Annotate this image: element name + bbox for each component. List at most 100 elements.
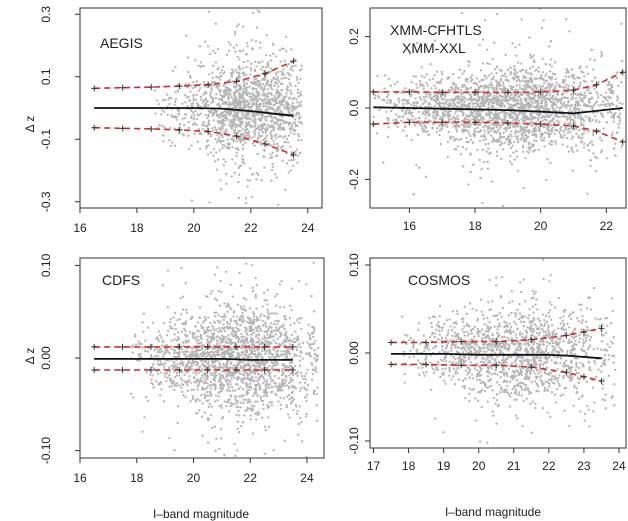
data-point <box>438 89 441 92</box>
data-point <box>157 102 160 106</box>
data-point <box>249 92 252 96</box>
data-point <box>531 130 534 133</box>
data-point <box>457 125 460 128</box>
data-point <box>250 356 253 359</box>
bin-marker <box>148 84 155 91</box>
data-point <box>253 93 256 97</box>
data-point <box>272 379 275 382</box>
data-point <box>215 93 218 96</box>
data-point <box>293 118 297 121</box>
data-point <box>518 95 521 98</box>
data-point <box>194 336 197 340</box>
data-point <box>570 68 573 71</box>
data-point <box>257 413 260 417</box>
data-point <box>568 130 572 134</box>
data-point <box>577 128 581 132</box>
data-point <box>441 101 444 105</box>
data-point <box>596 93 600 96</box>
data-point <box>246 185 249 188</box>
data-point <box>264 53 268 57</box>
data-point <box>485 95 489 99</box>
data-point <box>552 98 555 101</box>
data-point <box>297 422 301 426</box>
data-point <box>510 121 514 125</box>
data-point <box>258 93 261 96</box>
data-point <box>185 96 188 99</box>
data-point <box>594 169 598 173</box>
data-point <box>164 375 167 378</box>
data-point <box>231 114 235 118</box>
data-point <box>600 103 603 106</box>
data-point <box>289 112 292 115</box>
data-point <box>542 126 546 129</box>
data-point <box>275 136 278 140</box>
data-point <box>226 145 229 149</box>
data-point <box>144 396 148 399</box>
data-point <box>275 82 279 85</box>
data-point <box>223 131 226 134</box>
data-point <box>583 142 586 145</box>
data-point <box>549 58 553 61</box>
data-point <box>514 111 517 114</box>
data-point <box>411 118 414 121</box>
data-point <box>405 134 408 137</box>
data-point <box>222 318 226 322</box>
data-point <box>435 117 438 120</box>
data-point <box>274 55 278 58</box>
data-point <box>529 106 532 109</box>
data-point <box>198 45 202 48</box>
data-point <box>266 288 270 292</box>
data-point <box>189 90 192 93</box>
data-point <box>265 381 269 384</box>
data-point <box>244 90 247 93</box>
data-point <box>546 86 549 90</box>
data-point <box>218 447 221 451</box>
data-point <box>418 80 422 83</box>
data-point <box>265 92 269 96</box>
data-point <box>582 146 586 149</box>
y-tick-label: 0.3 <box>39 6 53 23</box>
data-point <box>226 98 230 101</box>
data-point <box>578 84 582 87</box>
data-point <box>299 389 302 392</box>
data-point <box>525 80 529 83</box>
data-point <box>281 367 284 371</box>
data-point <box>180 266 183 270</box>
data-point <box>291 98 294 101</box>
data-point <box>181 117 184 120</box>
data-point <box>293 96 296 100</box>
data-point <box>276 89 279 93</box>
data-point <box>480 104 483 107</box>
data-point <box>258 106 261 109</box>
data-point <box>254 133 257 136</box>
data-point <box>163 125 166 129</box>
data-point <box>467 64 470 67</box>
data-point <box>252 172 255 176</box>
data-point <box>424 93 428 96</box>
data-point <box>255 171 258 175</box>
data-point <box>472 163 475 166</box>
data-point <box>243 210 245 212</box>
data-point <box>474 98 477 102</box>
data-point <box>269 153 272 156</box>
data-point <box>424 175 427 178</box>
data-point <box>250 95 253 98</box>
data-point <box>439 142 442 146</box>
data-point <box>378 108 381 112</box>
data-point <box>233 33 237 36</box>
data-point <box>422 84 425 88</box>
data-point <box>537 125 541 129</box>
data-point <box>203 411 207 414</box>
data-point <box>185 311 189 314</box>
data-point <box>535 139 538 143</box>
data-point <box>162 140 165 143</box>
data-point <box>265 33 268 37</box>
x-tick-label: 16 <box>403 219 417 233</box>
data-point <box>512 140 516 144</box>
data-point <box>268 356 271 359</box>
data-point <box>255 87 258 91</box>
data-point <box>543 118 546 121</box>
data-point <box>578 104 582 107</box>
data-point <box>233 131 236 135</box>
data-point <box>234 364 237 367</box>
